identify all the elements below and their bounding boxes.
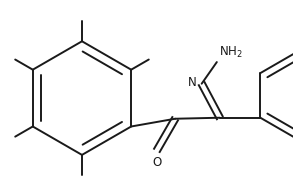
Text: N: N bbox=[188, 76, 197, 89]
Text: O: O bbox=[152, 156, 162, 169]
Text: NH$_2$: NH$_2$ bbox=[219, 45, 243, 60]
